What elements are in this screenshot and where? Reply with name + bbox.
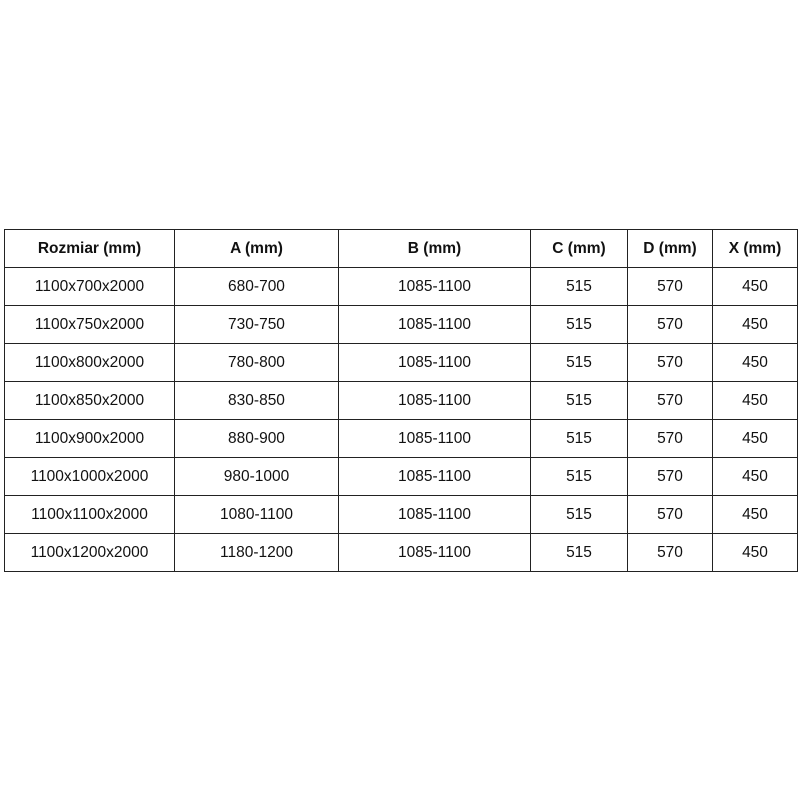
- table-cell: 1085-1100: [338, 495, 531, 534]
- table-cell: 1100x750x2000: [4, 305, 175, 344]
- table-cell: 450: [712, 533, 798, 572]
- table-cell: 515: [530, 343, 628, 382]
- table-row: 1100x1000x2000 980-1000 1085-1100 515 570 450: [4, 457, 798, 496]
- column-header: B (mm): [338, 229, 531, 268]
- table-row: 1100x900x2000 880-900 1085-1100 515 570 450: [4, 419, 798, 458]
- table-row: 1100x1200x2000 1180-1200 1085-1100 515 570 45…: [4, 533, 798, 572]
- table-cell: 1085-1100: [338, 457, 531, 496]
- table-cell: 980-1000: [174, 457, 339, 496]
- table-cell: 450: [712, 267, 798, 306]
- table-cell: 1100x850x2000: [4, 381, 175, 420]
- table-row: 1100x850x2000 830-850 1085-1100 515 570 450: [4, 381, 798, 420]
- table-cell: 1180-1200: [174, 533, 339, 572]
- table-cell: 570: [627, 457, 713, 496]
- header-row: Rozmiar (mm) A (mm) B (mm) C (mm) D (mm) X (m…: [4, 229, 798, 268]
- table-cell: 450: [712, 305, 798, 344]
- table-row: 1100x750x2000 730-750 1085-1100 515 570 450: [4, 305, 798, 344]
- table-cell: 830-850: [174, 381, 339, 420]
- table-cell: 515: [530, 457, 628, 496]
- table-cell: 570: [627, 343, 713, 382]
- table-cell: 570: [627, 419, 713, 458]
- table-cell: 680-700: [174, 267, 339, 306]
- table-cell: 515: [530, 305, 628, 344]
- table-cell: 570: [627, 495, 713, 534]
- table-cell: 1100x1000x2000: [4, 457, 175, 496]
- table-cell: 450: [712, 343, 798, 382]
- table-row: 1100x800x2000 780-800 1085-1100 515 570 450: [4, 343, 798, 382]
- column-header: A (mm): [174, 229, 339, 268]
- table-cell: 1085-1100: [338, 419, 531, 458]
- table-cell: 570: [627, 381, 713, 420]
- table-cell: 1100x700x2000: [4, 267, 175, 306]
- table-cell: 515: [530, 533, 628, 572]
- column-header: D (mm): [627, 229, 713, 268]
- table-cell: 570: [627, 305, 713, 344]
- table-cell: 450: [712, 495, 798, 534]
- table-cell: 1100x1200x2000: [4, 533, 175, 572]
- table-cell: 515: [530, 419, 628, 458]
- table-cell: 1085-1100: [338, 305, 531, 344]
- table-cell: 1085-1100: [338, 533, 531, 572]
- table-cell: 515: [530, 267, 628, 306]
- table-cell: 515: [530, 495, 628, 534]
- table-cell: 570: [627, 533, 713, 572]
- column-header: X (mm): [712, 229, 798, 268]
- table-cell: 1080-1100: [174, 495, 339, 534]
- column-header: Rozmiar (mm): [4, 229, 175, 268]
- table-cell: 1085-1100: [338, 381, 531, 420]
- dimensions-table: Rozmiar (mm) A (mm) B (mm) C (mm) D (mm) X (m…: [4, 229, 798, 572]
- table-cell: 450: [712, 419, 798, 458]
- table-cell: 880-900: [174, 419, 339, 458]
- column-header: C (mm): [530, 229, 628, 268]
- table-cell: 570: [627, 267, 713, 306]
- table-cell: 450: [712, 457, 798, 496]
- table-cell: 450: [712, 381, 798, 420]
- table-row: 1100x700x2000 680-700 1085-1100 515 570 450: [4, 267, 798, 306]
- table-cell: 1100x1100x2000: [4, 495, 175, 534]
- table-cell: 730-750: [174, 305, 339, 344]
- table-cell: 780-800: [174, 343, 339, 382]
- table-cell: 1085-1100: [338, 343, 531, 382]
- table-cell: 1100x900x2000: [4, 419, 175, 458]
- table-cell: 515: [530, 381, 628, 420]
- table-cell: 1100x800x2000: [4, 343, 175, 382]
- table-row: 1100x1100x2000 1080-1100 1085-1100 515 570 45…: [4, 495, 798, 534]
- table-cell: 1085-1100: [338, 267, 531, 306]
